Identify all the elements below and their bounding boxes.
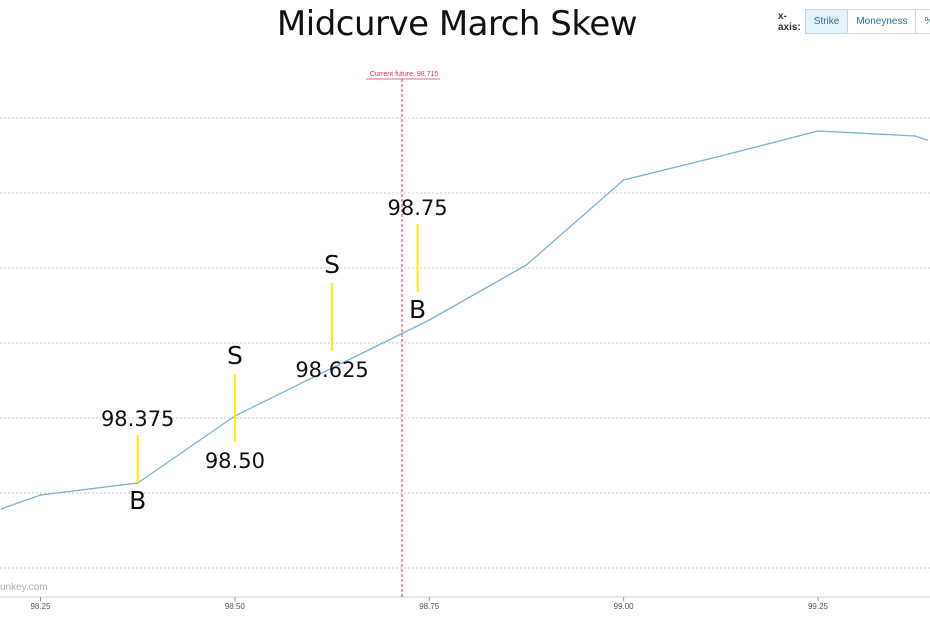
annotation-strike-label: 98.50 [205, 449, 265, 473]
skew-point [926, 139, 928, 141]
skew-point [525, 264, 528, 266]
skew-point [39, 494, 42, 496]
watermark: unkey.com [0, 582, 48, 593]
strike-annotations: 98.375 B 98.50 S 98.625 S 98.75 B [101, 196, 448, 515]
x-tick-label: 99.25 [808, 602, 829, 611]
skew-series [0, 130, 928, 510]
x-axis-selector: x-axis: Strike Moneyness % [778, 9, 930, 34]
gridlines [0, 117, 930, 569]
current-future-marker: Current future: 98.715 [366, 71, 441, 597]
moneyness-button[interactable]: Moneyness [847, 9, 917, 34]
x-tick-label: 98.75 [419, 602, 440, 611]
skew-point [622, 179, 625, 181]
x-tick-label: 98.50 [225, 602, 246, 611]
skew-point [914, 135, 917, 137]
x-tick-label: 99.00 [614, 602, 635, 611]
skew-point [817, 130, 819, 132]
skew-point [0, 507, 3, 510]
skew-point [331, 367, 333, 369]
percent-button[interactable]: % [915, 9, 930, 34]
annotation-side-label: B [129, 486, 146, 515]
annotation-side-label: S [227, 341, 243, 370]
current-future-label: Current future: 98.715 [370, 71, 439, 78]
chart-title: Midcurve March Skew [276, 4, 638, 44]
annotation-strike-label: 98.75 [388, 196, 448, 220]
skew-line [1, 130, 928, 510]
annotation-side-label: S [324, 250, 340, 279]
skew-point [719, 155, 722, 157]
annotation-strike-label: 98.375 [101, 407, 174, 431]
x-axis-label: x-axis: [778, 10, 801, 33]
x-axis: 98.25 98.50 98.75 99.00 99.25 [0, 596, 930, 611]
skew-point [428, 319, 431, 321]
annotation-side-label: B [409, 295, 426, 324]
strike-button[interactable]: Strike [804, 9, 849, 34]
x-tick-label: 98.25 [30, 602, 51, 611]
annotation-strike-label: 98.625 [295, 358, 368, 382]
